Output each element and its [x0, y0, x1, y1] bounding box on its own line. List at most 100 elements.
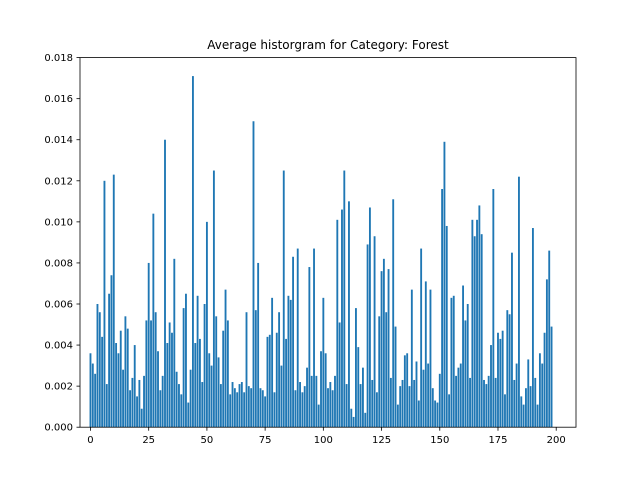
bar-174	[494, 377, 497, 428]
bar-11	[115, 343, 118, 428]
bar-118	[364, 412, 367, 428]
bar-185	[520, 396, 523, 428]
bar-53	[212, 170, 215, 428]
bar-62	[233, 388, 236, 428]
bar-116	[359, 384, 362, 428]
bar-102	[327, 388, 329, 428]
y-tick-label: 0.000	[44, 423, 73, 434]
bar-22	[140, 408, 143, 428]
bar-16	[126, 328, 129, 428]
bar-32	[164, 139, 166, 428]
bar-75	[264, 396, 267, 428]
bar-169	[483, 379, 485, 428]
bar-82	[280, 365, 283, 428]
bar-139	[413, 379, 416, 428]
bar-20	[136, 396, 138, 428]
bar-167	[478, 205, 481, 428]
bar-110	[345, 384, 348, 428]
bar-89	[296, 248, 299, 428]
bar-30	[159, 390, 162, 428]
bar-184	[518, 176, 520, 428]
bar-70	[252, 121, 255, 428]
bar-120	[368, 207, 371, 428]
bar-104	[331, 390, 334, 428]
bar-series	[89, 76, 553, 428]
bar-175	[497, 332, 499, 428]
bar-178	[504, 394, 506, 428]
bar-130	[392, 199, 395, 428]
bar-108	[341, 209, 343, 428]
bar-61	[231, 382, 234, 428]
bar-15	[124, 316, 127, 428]
bar-67	[245, 312, 248, 428]
bar-166	[476, 219, 478, 428]
bar-56	[219, 384, 222, 428]
bar-101	[324, 353, 327, 428]
bar-197	[548, 250, 551, 428]
bar-29	[157, 351, 159, 428]
x-tick-label: 200	[547, 435, 566, 446]
bar-117	[361, 367, 364, 428]
bar-196	[545, 279, 548, 428]
y-axis: 0.000 0.002 0.004 0.006 0.008 0.010 0.012 0.014…	[44, 53, 80, 434]
bar-92	[303, 386, 306, 428]
bar-134	[401, 379, 404, 428]
bar-165	[473, 236, 476, 428]
bar-46	[196, 295, 199, 428]
bar-47	[198, 338, 201, 428]
bar-193	[538, 353, 541, 428]
y-tick-label: 0.018	[44, 53, 73, 64]
bar-119	[366, 244, 369, 428]
bar-111	[348, 201, 350, 428]
bar-190	[531, 228, 534, 428]
bar-97	[315, 375, 318, 428]
x-tick-label: 50	[201, 435, 214, 446]
bar-33	[166, 343, 169, 428]
bar-149	[436, 402, 439, 428]
bar-76	[266, 336, 269, 428]
bar-171	[487, 375, 490, 428]
bar-133	[399, 386, 402, 428]
bar-106	[336, 219, 339, 428]
bar-170	[485, 384, 488, 428]
bar-57	[222, 330, 225, 428]
bar-54	[215, 316, 218, 428]
bar-198	[550, 326, 553, 428]
bar-114	[355, 308, 357, 428]
bar-90	[299, 382, 301, 428]
bar-48	[201, 382, 204, 428]
bar-66	[243, 392, 246, 428]
bar-38	[178, 384, 180, 428]
bar-19	[133, 345, 136, 428]
y-tick-label: 0.004	[44, 341, 73, 352]
x-tick-label: 25	[142, 435, 155, 446]
bar-2	[94, 373, 97, 428]
bar-68	[247, 386, 250, 428]
bar-86	[289, 299, 292, 428]
x-tick-label: 0	[87, 435, 93, 446]
bar-168	[480, 234, 483, 428]
bar-100	[322, 297, 325, 428]
bar-71	[254, 310, 257, 428]
bar-177	[501, 330, 504, 428]
bar-14	[122, 369, 125, 428]
bar-172	[490, 345, 492, 428]
bar-181	[511, 252, 513, 428]
bar-37	[175, 371, 178, 428]
y-tick-label: 0.014	[44, 135, 73, 146]
bar-157	[455, 375, 458, 428]
x-tick-label: 175	[488, 435, 507, 446]
bar-5	[101, 336, 104, 428]
bar-52	[210, 365, 213, 428]
bar-36	[173, 258, 176, 428]
bar-154	[448, 394, 451, 428]
bar-24	[145, 320, 148, 428]
x-tick-label: 75	[259, 435, 272, 446]
bar-6	[103, 180, 106, 428]
bar-192	[536, 404, 539, 428]
bar-9	[110, 275, 113, 428]
bar-122	[373, 236, 376, 428]
bar-3	[96, 304, 99, 428]
bar-65	[240, 382, 243, 428]
